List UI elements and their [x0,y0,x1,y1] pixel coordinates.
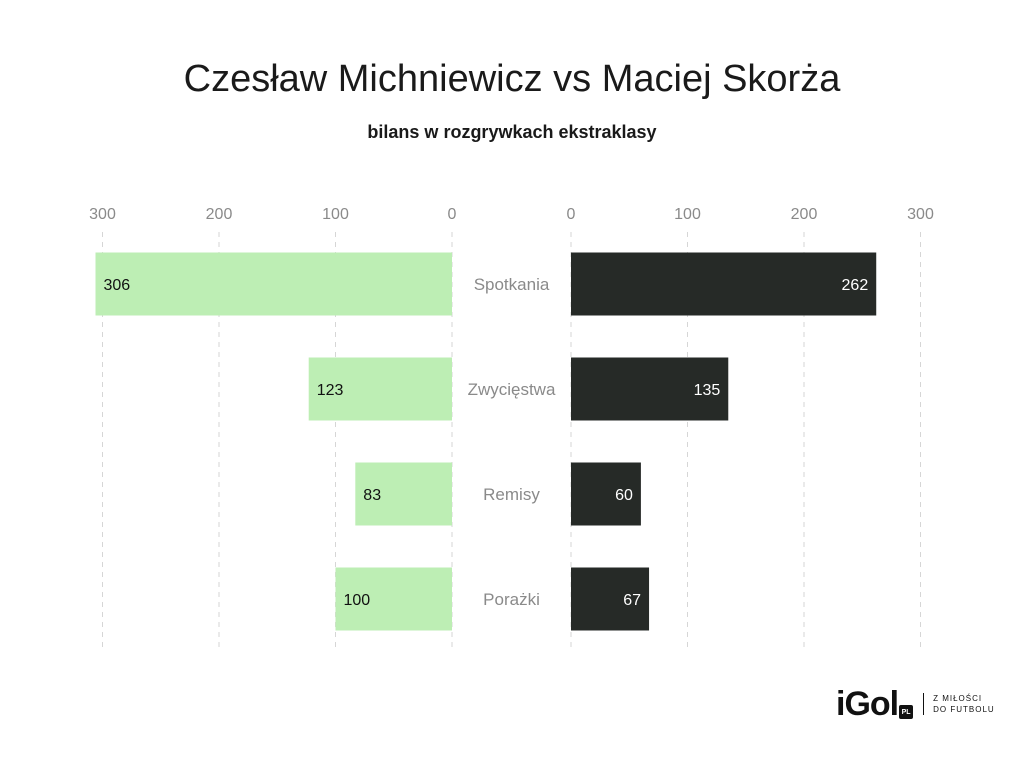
tick-label-left-0: 0 [448,206,457,223]
logo-separator [923,693,925,715]
category-label-1: Zwycięstwa [468,380,556,399]
value-label-right-1: 135 [694,382,721,399]
value-label-left-1: 123 [317,382,344,399]
category-label-3: Porażki [483,590,540,609]
tick-label-right-300: 300 [907,206,934,223]
tick-label-right-0: 0 [567,206,576,223]
tick-label-right-200: 200 [791,206,818,223]
bar-left-3 [335,567,452,631]
bar-right-3 [571,567,650,631]
category-label-2: Remisy [483,485,540,504]
logo-tagline-line-2: DO FUTBOLU [933,705,995,714]
chart-title: Czesław Michniewicz vs Maciej Skorża [183,58,841,100]
logo-tagline-line-1: Z MIŁOŚCI [933,694,983,703]
value-label-left-0: 306 [104,277,131,294]
logo-tagline: Z MIŁOŚCI DO FUTBOLU [933,693,995,715]
category-label-0: Spotkania [474,275,550,294]
bar-left-0 [95,252,452,316]
tick-label-left-200: 200 [206,206,233,223]
value-label-right-0: 262 [842,277,869,294]
logo-wordmark: iGol [836,685,899,723]
tick-label-left-300: 300 [89,206,116,223]
bar-right-1 [571,357,729,421]
igol-logo: iGol PL Z MIŁOŚCI DO FUTBOLU [836,686,995,722]
value-label-left-3: 100 [344,592,371,609]
bar-left-2 [355,462,452,526]
value-label-left-2: 83 [363,487,381,504]
tick-label-right-100: 100 [674,206,701,223]
bar-right-0 [571,252,877,316]
logo-badge: PL [899,705,914,719]
bar-left-1 [308,357,452,421]
bar-right-2 [571,462,641,526]
value-label-right-2: 60 [615,487,633,504]
tick-label-left-100: 100 [322,206,349,223]
value-label-right-3: 67 [623,592,641,609]
chart-subtitle: bilans w rozgrywkach ekstraklasy [367,122,657,142]
